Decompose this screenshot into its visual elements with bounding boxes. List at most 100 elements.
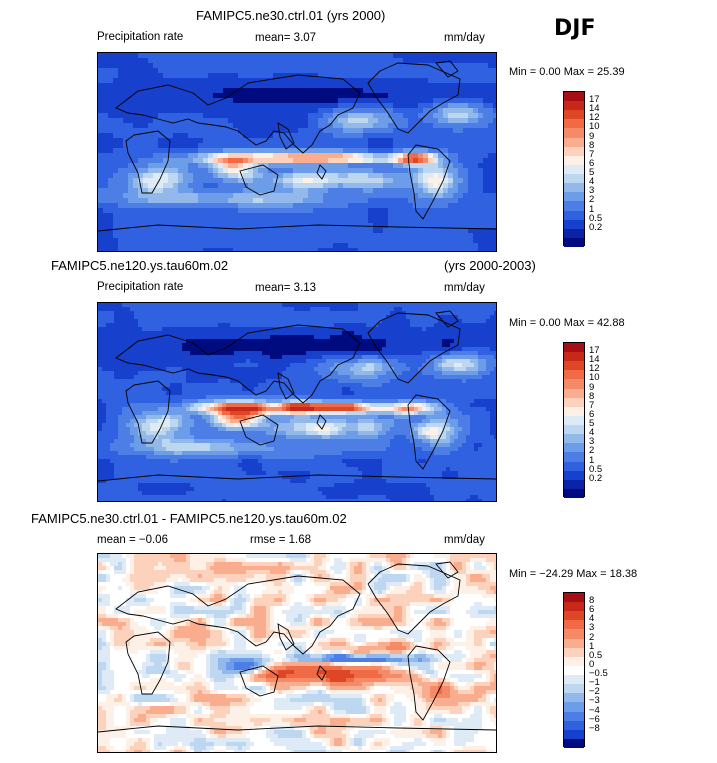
map-cell: [218, 93, 224, 99]
map-cell: [103, 58, 109, 64]
map-cell: [363, 198, 369, 204]
map-cell: [468, 128, 474, 134]
map-cell: [288, 238, 294, 244]
map-cell: [290, 323, 295, 328]
map-cell: [228, 213, 234, 219]
map-cell: [133, 108, 139, 114]
map-cell: [243, 203, 249, 209]
map-cell: [223, 63, 229, 69]
map-cell: [493, 183, 496, 189]
map-cell: [138, 188, 144, 194]
map-cell: [106, 303, 111, 308]
map-cell: [233, 163, 239, 169]
map-cell: [328, 133, 334, 139]
map-cell: [103, 223, 109, 229]
map-cell: [203, 128, 209, 134]
map-cell: [358, 331, 363, 336]
map-cell: [366, 311, 371, 316]
map-cell: [443, 168, 449, 174]
map-cell: [238, 88, 244, 94]
map-cell: [454, 359, 459, 364]
map-cell: [242, 339, 247, 344]
map-cell: [418, 53, 424, 59]
map-cell: [168, 188, 174, 194]
map-cell: [478, 208, 484, 214]
map-cell: [143, 128, 149, 134]
map-cell: [353, 203, 359, 209]
map-cell: [434, 331, 439, 336]
map-cell: [273, 213, 279, 219]
map-cell: [323, 203, 329, 209]
map-cell: [288, 168, 294, 174]
map-cell: [223, 128, 229, 134]
map-cell: [234, 359, 239, 364]
map-cell: [138, 303, 143, 308]
map-cell: [433, 183, 439, 189]
map-cell: [283, 248, 289, 251]
map-cell: [398, 128, 404, 134]
map-cell: [194, 327, 199, 332]
map-cell: [203, 58, 209, 64]
map-cell: [178, 98, 184, 104]
map-cell: [213, 198, 219, 204]
map-cell: [493, 118, 496, 124]
map-cell: [478, 327, 483, 332]
map-cell: [283, 223, 289, 229]
map-cell: [206, 331, 211, 336]
map-cell: [438, 343, 443, 348]
map-cell: [133, 233, 139, 239]
map-cell: [403, 238, 409, 244]
map-cell: [193, 218, 199, 224]
map-cell: [243, 113, 249, 119]
map-cell: [490, 359, 495, 364]
map-cell: [428, 238, 434, 244]
map-cell: [433, 98, 439, 104]
map-cell: [458, 355, 463, 360]
map-cell: [218, 208, 224, 214]
map-cell: [483, 93, 489, 99]
map-cell: [348, 58, 354, 64]
map-cell: [158, 371, 163, 376]
map-cell: [186, 351, 191, 356]
map-cell: [458, 367, 463, 372]
map-cell: [423, 173, 429, 179]
map-cell: [150, 355, 155, 360]
map-cell: [426, 303, 431, 308]
map-cell: [143, 248, 149, 251]
map-cell: [174, 351, 179, 356]
map-cell: [470, 319, 475, 324]
map-cell: [208, 123, 214, 129]
map-cell: [398, 228, 404, 234]
map-cell: [248, 238, 254, 244]
map-cell: [313, 243, 319, 249]
map-cell: [268, 143, 274, 149]
map-cell: [338, 359, 343, 364]
map-cell: [203, 198, 209, 204]
map-cell: [378, 303, 383, 308]
map-cell: [188, 98, 194, 104]
map-cell: [253, 103, 259, 109]
map-cell: [454, 319, 459, 324]
map-cell: [493, 128, 496, 134]
map-cell: [268, 223, 274, 229]
map-cell: [368, 98, 374, 104]
map-cell: [223, 103, 229, 109]
map-cell: [463, 233, 469, 239]
map-cell: [442, 323, 447, 328]
map-cell: [128, 63, 134, 69]
map-cell: [253, 158, 259, 164]
map-cell: [454, 323, 459, 328]
map-cell: [268, 93, 274, 99]
map-cell: [183, 168, 189, 174]
map-cell: [154, 363, 159, 368]
map-cell: [128, 148, 134, 154]
map-cell: [306, 323, 311, 328]
map-cell: [190, 359, 195, 364]
map-cell: [483, 163, 489, 169]
map-cell: [218, 363, 223, 368]
map-cell: [428, 93, 434, 99]
map-cell: [366, 363, 371, 368]
map-cell: [473, 113, 479, 119]
map-cell: [338, 188, 344, 194]
map-cell: [250, 315, 255, 320]
